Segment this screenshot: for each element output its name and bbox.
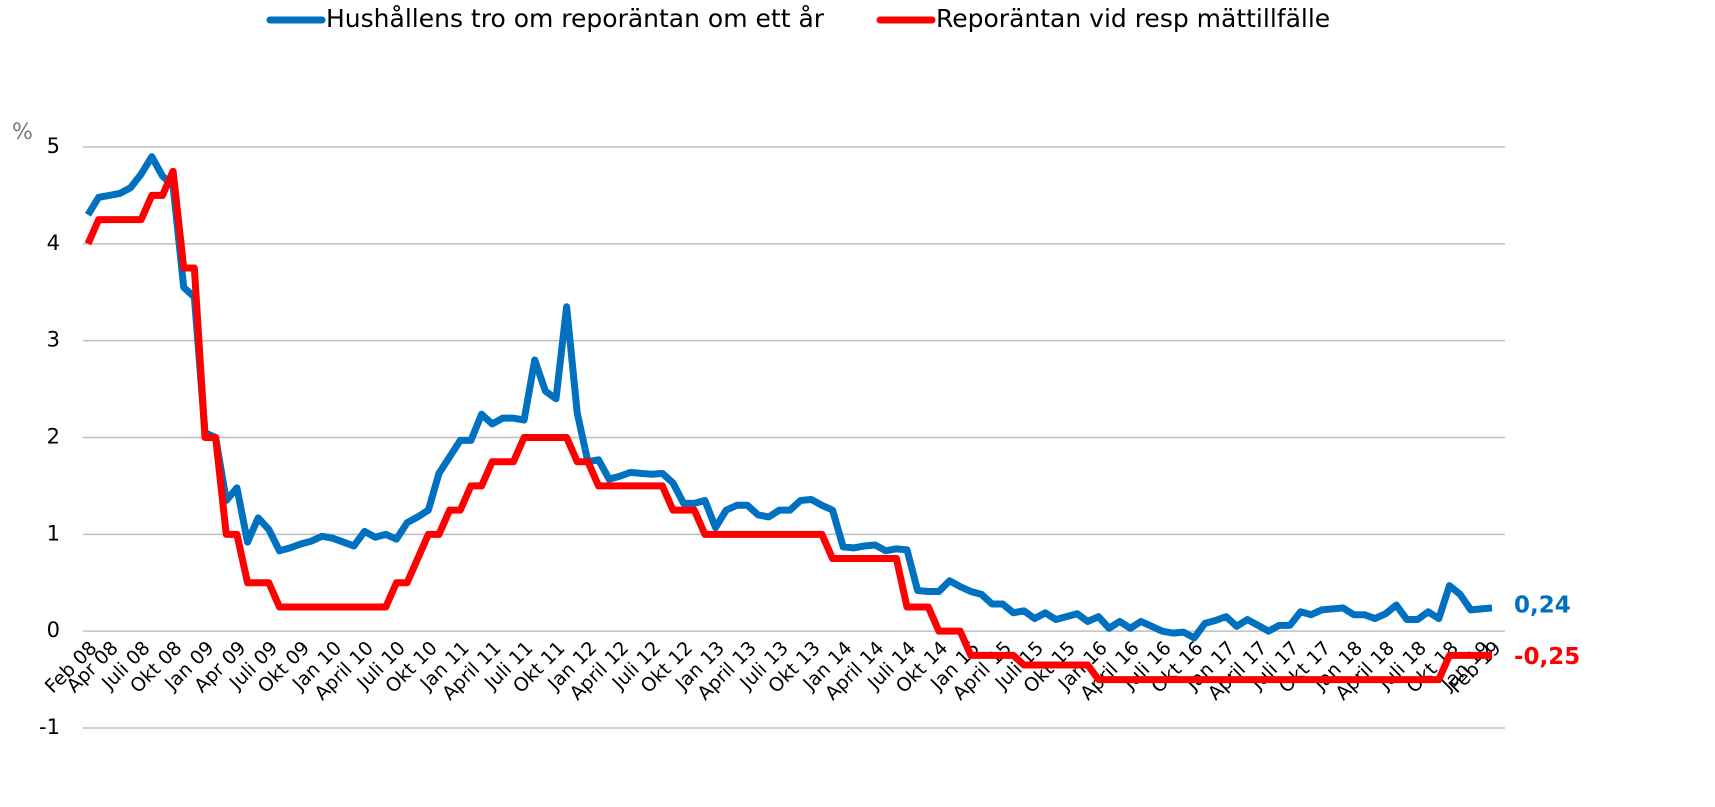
legend-label: Reporäntan vid resp mättillfälle bbox=[936, 4, 1330, 33]
data-label: 0,24 bbox=[1514, 592, 1571, 618]
y-tick-label: -1 bbox=[39, 715, 60, 739]
y-tick-label: 3 bbox=[47, 328, 60, 352]
legend-label: Hushållens tro om reporäntan om ett år bbox=[326, 4, 825, 33]
line-series bbox=[84, 167, 1492, 684]
y-tick-label: 4 bbox=[47, 231, 60, 255]
y-tick-label: 2 bbox=[47, 425, 60, 449]
data-label: -0,25 bbox=[1514, 644, 1580, 670]
y-tick-label: 5 bbox=[47, 134, 60, 158]
y-unit: % bbox=[12, 120, 33, 145]
y-tick-label: 1 bbox=[47, 521, 60, 545]
line-series bbox=[85, 153, 1493, 642]
y-tick-label: 0 bbox=[47, 618, 60, 642]
